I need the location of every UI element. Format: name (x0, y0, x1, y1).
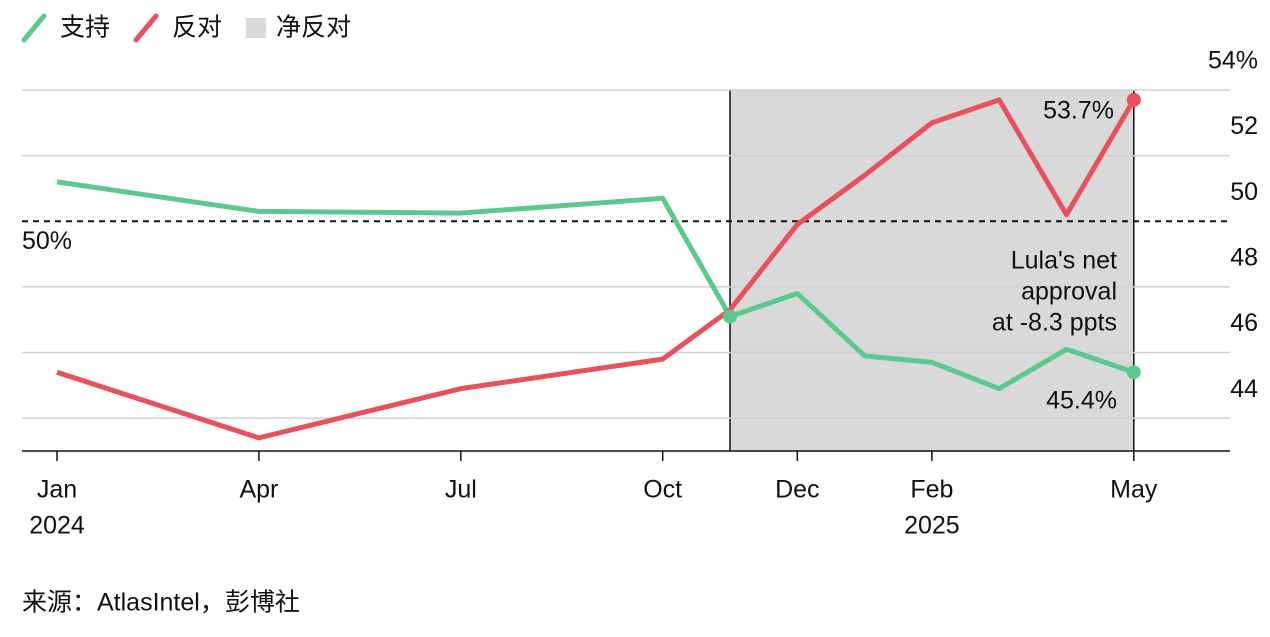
series-line (56, 97, 1136, 441)
legend-label: 支持 (60, 14, 110, 42)
legend-swatch (21, 13, 47, 43)
annotation: Lula's net (1011, 247, 1117, 275)
year-label: 2025 (904, 512, 960, 540)
x-tick-label: Dec (775, 476, 819, 504)
x-tick-label: Apr (239, 476, 278, 504)
legend-label: 净反对 (276, 14, 351, 42)
annotation: at -8.3 ppts (992, 309, 1117, 337)
legend-label: 反对 (172, 14, 222, 42)
x-tick-label: Jan (37, 476, 77, 504)
point (1126, 365, 1141, 380)
annotation: approval (1021, 278, 1117, 306)
legend-swatch (246, 18, 267, 38)
year-label: 2024 (29, 512, 85, 540)
end-label: 53.7% (1043, 97, 1114, 125)
y-tick-label: 48 (1230, 244, 1258, 272)
x-tick-label: May (1110, 476, 1158, 504)
y-tick-label: 52 (1230, 112, 1258, 140)
y-tick-label: 50 (1230, 178, 1258, 206)
x-tick-label: Oct (643, 476, 682, 504)
legend-swatch (133, 13, 159, 43)
x-tick-label: Jul (445, 476, 477, 504)
shade (730, 90, 1134, 451)
series-line (56, 179, 1135, 392)
point (1126, 92, 1141, 107)
y-tick-label: 46 (1230, 309, 1258, 337)
point (723, 309, 737, 324)
source: 来源：AtlasIntel，彭博社 (22, 589, 300, 617)
reference-label: 50% (22, 227, 72, 255)
y-tick-label: 44 (1230, 375, 1258, 403)
x-tick-label: Feb (910, 476, 953, 504)
end-label: 45.4% (1046, 387, 1117, 415)
y-tick-label: 54% (1208, 47, 1258, 75)
